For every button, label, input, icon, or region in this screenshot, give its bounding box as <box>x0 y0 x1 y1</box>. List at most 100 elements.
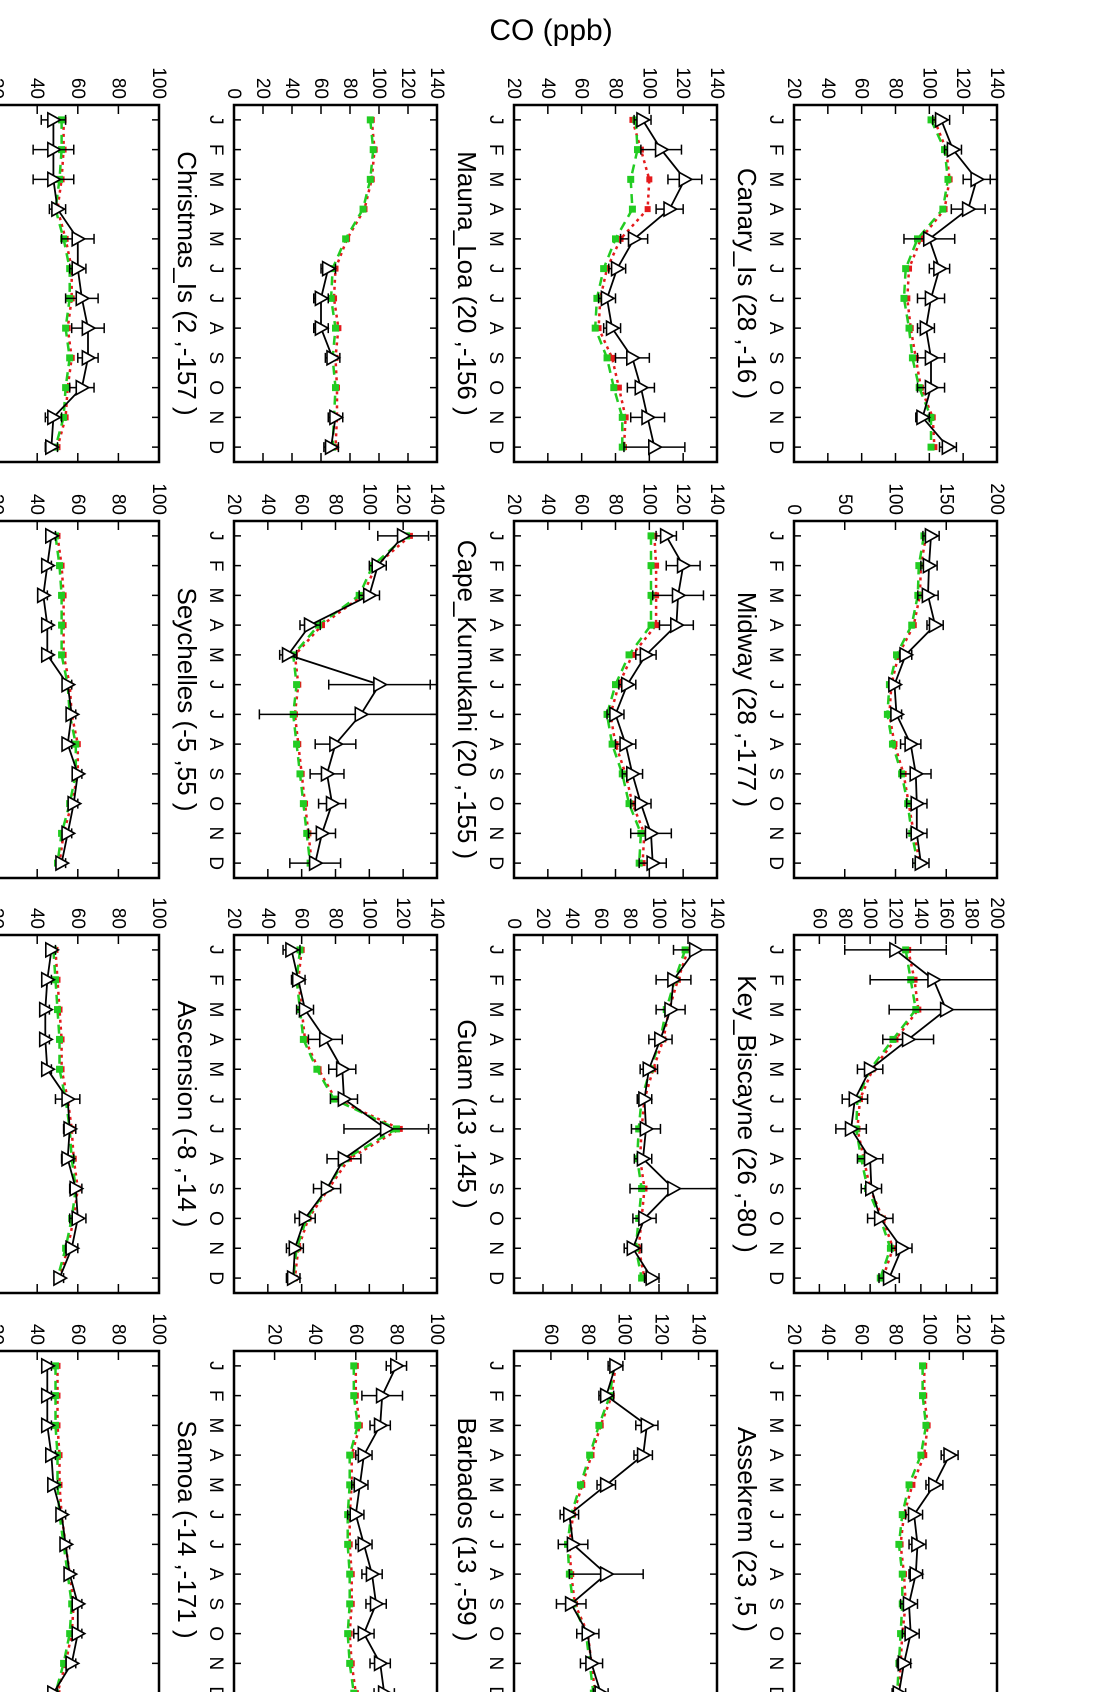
model-b-point <box>898 1511 906 1519</box>
obs-point <box>379 1120 395 1138</box>
x-tick-label: J <box>205 680 226 690</box>
panel-title: Assekrem (23 ,5 ) <box>732 1427 762 1632</box>
obs-point <box>373 676 389 693</box>
y-tick-label: 100 <box>614 1313 635 1345</box>
y-tick-label: 150 <box>935 483 956 515</box>
model-b-point <box>939 205 947 213</box>
obs-point <box>326 349 342 367</box>
obs-point <box>40 1417 56 1434</box>
x-tick-label: A <box>765 322 786 335</box>
x-tick-label: A <box>485 1449 506 1462</box>
panel-data <box>900 111 991 456</box>
obs-point <box>636 1150 652 1168</box>
obs-point <box>40 1387 56 1404</box>
y-tick-label: 60 <box>67 1324 88 1345</box>
model-b-point <box>299 1035 307 1043</box>
obs-line <box>568 1365 648 1692</box>
model-b-point <box>610 384 618 392</box>
obs-point <box>924 379 940 396</box>
model-b-point <box>944 175 952 183</box>
x-tick-label: A <box>205 1449 226 1462</box>
y-tick-label: 120 <box>677 897 698 929</box>
obs-point <box>909 1565 925 1583</box>
y-tick-label: 60 <box>540 1324 561 1345</box>
obs-point <box>63 1565 79 1583</box>
y-tick-label: 200 <box>986 897 1007 929</box>
x-tick-label: F <box>485 144 506 156</box>
x-tick-label: A <box>205 738 226 751</box>
obs-point <box>921 587 937 604</box>
model-b-point <box>586 1451 594 1459</box>
x-tick-label: O <box>205 380 226 395</box>
panel-data <box>603 527 705 872</box>
y-tick-label: 0 <box>223 88 244 99</box>
model-a-line <box>332 119 376 448</box>
y-tick-label: 40 <box>257 494 278 515</box>
panel-data <box>883 527 944 872</box>
x-tick-label: A <box>765 203 786 216</box>
y-tick-label: 100 <box>638 67 659 99</box>
x-tick-label: J <box>765 1510 786 1520</box>
obs-point <box>353 1476 369 1494</box>
obs-point <box>65 1239 81 1257</box>
obs-point <box>288 1239 304 1257</box>
x-tick-label: D <box>765 1686 786 1692</box>
model-b-point <box>299 800 307 808</box>
obs-point <box>61 676 77 693</box>
model-b-point <box>350 1362 358 1370</box>
obs-point <box>639 646 655 664</box>
y-tick-label: 80 <box>619 908 640 929</box>
obs-point <box>365 1565 381 1583</box>
model-b-point <box>56 562 64 570</box>
obs-point <box>659 527 675 545</box>
x-tick-label: M <box>485 647 506 663</box>
panel-title: Barbados (13 ,-59 ) <box>452 1417 482 1641</box>
obs-point <box>909 765 925 783</box>
x-tick-label: D <box>765 440 786 454</box>
x-tick-label: M <box>765 647 786 663</box>
model-a-line <box>56 119 73 448</box>
model-b-point <box>591 324 599 332</box>
model-a-point <box>615 384 622 391</box>
model-b-point <box>612 235 619 243</box>
panel-frame <box>232 103 439 464</box>
y-tick-label: 40 <box>26 908 47 929</box>
x-tick-label: O <box>765 1211 786 1226</box>
panel-title: Guam (13 ,145 ) <box>452 1019 482 1208</box>
model-b-point <box>625 651 633 659</box>
obs-point <box>291 971 307 989</box>
model-b-point <box>919 1362 927 1370</box>
y-tick-label: 80 <box>885 78 906 99</box>
x-tick-label: A <box>205 619 226 632</box>
x-tick-label: F <box>205 144 226 156</box>
model-b-point <box>359 205 367 213</box>
x-tick-label: S <box>485 352 506 365</box>
x-tick-label: J <box>485 115 506 125</box>
x-tick-label: J <box>765 1124 786 1134</box>
x-tick-label: J <box>485 1094 506 1104</box>
x-tick-label: F <box>485 560 506 572</box>
obs-point <box>671 587 687 604</box>
panel-frame <box>0 103 161 464</box>
y-tick-label: 160 <box>935 897 956 929</box>
model-a-line <box>897 1365 929 1692</box>
x-tick-label: A <box>485 738 506 751</box>
y-tick-label: 140 <box>706 67 727 99</box>
obs-point <box>638 1210 654 1227</box>
model-b-point <box>647 532 655 540</box>
x-tick-label: J <box>205 1124 226 1134</box>
x-tick-label: M <box>205 647 226 663</box>
panel-data <box>623 941 717 1287</box>
obs-point <box>377 1684 393 1692</box>
model-b-point <box>905 1481 913 1489</box>
model-b-point <box>900 294 908 302</box>
model-b-point <box>346 1659 354 1667</box>
model-a-line <box>54 949 80 1279</box>
obs-point <box>889 941 905 959</box>
x-tick-label: M <box>485 1417 506 1433</box>
y-tick-label: 60 <box>590 908 611 929</box>
y-tick-label: 80 <box>325 494 346 515</box>
panel-frame <box>0 1349 161 1692</box>
panel-key-biscayne: 60 80 100 120 140 160 180 200 J F M A M J J A S O N D Key_Bi… <box>732 897 1007 1295</box>
x-tick-label: J <box>765 264 786 274</box>
